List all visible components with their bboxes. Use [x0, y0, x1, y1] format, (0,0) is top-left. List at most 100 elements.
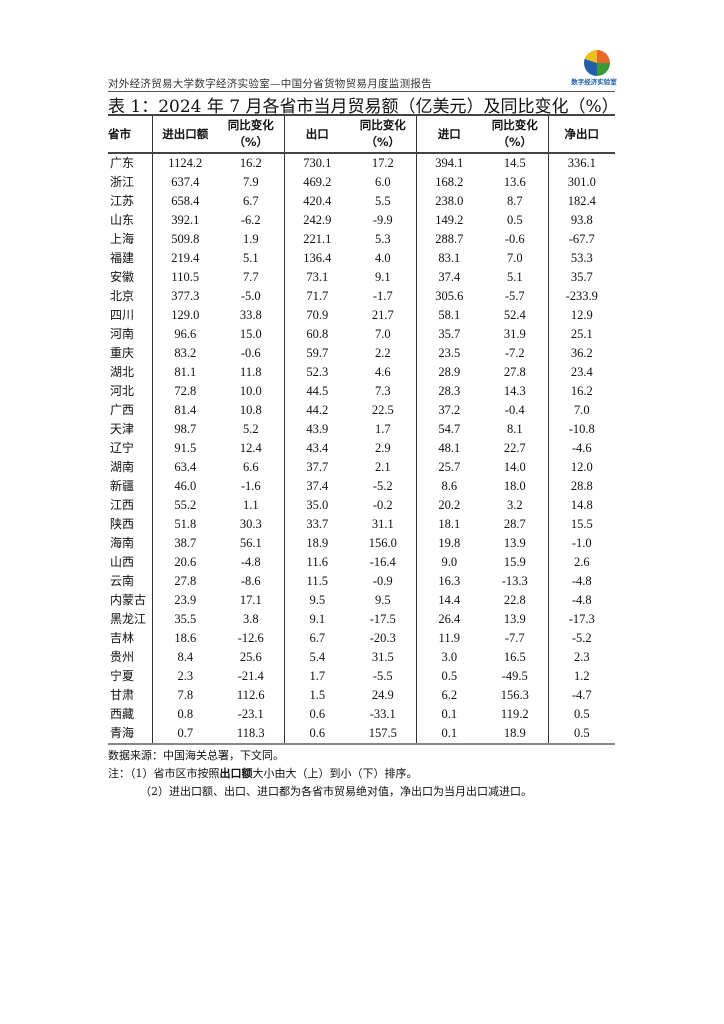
value-cell: 4.6 — [374, 365, 391, 379]
value-cell: 156.0 — [368, 536, 397, 550]
value-cell: -16.4 — [369, 555, 396, 569]
value-cell: 51.8 — [151, 515, 218, 534]
value-cell: 2.6 — [547, 553, 615, 572]
value-cell: 509.8 — [151, 230, 218, 249]
value-cell: 13.6 — [503, 175, 526, 189]
value-cell: 6.7 — [242, 194, 259, 208]
value-cell: 21.7 — [371, 308, 394, 322]
value-cell: -0.2 — [372, 498, 393, 512]
value-cell: 18.0 — [503, 479, 526, 493]
value-cell: 27.8 — [151, 572, 218, 591]
value-cell: 35.5 — [151, 610, 218, 629]
value-cell: 3.0 — [415, 648, 482, 667]
note-1: 注：（1）省市区市按照出口额大小由大（上）到小（下）排序。 — [108, 765, 418, 781]
value-cell: 2.3 — [151, 667, 218, 686]
column-header: 出口 — [283, 115, 350, 153]
value-cell: 469.2 — [283, 173, 350, 192]
value-cell: 5.2 — [242, 422, 259, 436]
table-row: 西藏 0.8 -23.1 0.6 -33.1 0.1 119.2 0.5 — [108, 705, 615, 724]
value-cell: 58.1 — [415, 306, 482, 325]
value-cell: -4.8 — [240, 555, 261, 569]
value-cell: 16.2 — [239, 156, 262, 170]
column-header: 进出口额 — [151, 115, 218, 153]
value-cell: 658.4 — [151, 192, 218, 211]
value-cell: 14.4 — [415, 591, 482, 610]
value-cell: 7.0 — [506, 251, 523, 265]
value-cell: 72.8 — [151, 382, 218, 401]
value-cell: -21.4 — [237, 669, 264, 683]
value-cell: 10.8 — [239, 403, 262, 417]
value-cell: 93.8 — [547, 211, 615, 230]
value-cell: 15.0 — [239, 327, 262, 341]
value-cell: 2.1 — [374, 460, 391, 474]
value-cell: 28.7 — [503, 517, 526, 531]
value-cell: 9.5 — [374, 593, 391, 607]
value-cell: 0.7 — [151, 724, 218, 744]
value-cell: 5.3 — [374, 232, 391, 246]
value-cell: 25.6 — [239, 650, 262, 664]
value-cell: 22.8 — [503, 593, 526, 607]
source-note: 数据来源：中国海关总署，下文同。 — [108, 749, 284, 762]
value-cell: 301.0 — [547, 173, 615, 192]
column-header: 进口 — [415, 115, 482, 153]
value-cell: 81.4 — [151, 401, 218, 420]
province-cell: 上海 — [110, 232, 135, 246]
value-cell: 136.4 — [283, 249, 350, 268]
value-cell: 1.2 — [547, 667, 615, 686]
province-cell: 西藏 — [110, 707, 135, 721]
value-cell: -0.6 — [240, 346, 261, 360]
note-1-suffix: 大小由大（上）到小（下）排序。 — [252, 767, 418, 780]
value-cell: 12.9 — [547, 306, 615, 325]
value-cell: -233.9 — [547, 287, 615, 306]
value-cell: 12.0 — [547, 458, 615, 477]
value-cell: 149.2 — [415, 211, 482, 230]
value-cell: 38.7 — [151, 534, 218, 553]
province-cell: 吉林 — [110, 631, 135, 645]
value-cell: 7.0 — [547, 401, 615, 420]
province-cell: 四川 — [110, 308, 135, 322]
province-cell: 河北 — [110, 384, 135, 398]
value-cell: 19.8 — [415, 534, 482, 553]
lab-logo: 数字经济实验室 — [571, 50, 620, 86]
value-cell: -13.3 — [501, 574, 528, 588]
value-cell: -1.6 — [240, 479, 261, 493]
value-cell: -5.7 — [504, 289, 525, 303]
note-2: （2）进出口额、出口、进口都为各省市贸易绝对值，净出口为当月出口减进口。 — [140, 785, 532, 798]
value-cell: -0.9 — [372, 574, 393, 588]
table-row: 新疆 46.0 -1.6 37.4 -5.2 8.6 18.0 28.8 — [108, 477, 615, 496]
trade-table: 省市 进出口额 同比变化 （%） 出口 同比变化 （%） 进口 同比变化 （%） 净出口 广东 112… — [108, 114, 615, 745]
value-cell: 73.1 — [283, 268, 350, 287]
value-cell: 2.3 — [547, 648, 615, 667]
table-row: 上海 509.8 1.9 221.1 5.3 288.7 -0.6 -67.7 — [108, 230, 615, 249]
value-cell: 5.1 — [506, 270, 523, 284]
value-cell: 91.5 — [151, 439, 218, 458]
value-cell: 48.1 — [415, 439, 482, 458]
value-cell: -20.3 — [369, 631, 396, 645]
province-cell: 安徽 — [110, 270, 135, 284]
column-header: 同比变化 （%） — [359, 118, 406, 149]
value-cell: 33.8 — [239, 308, 262, 322]
value-cell: 17.1 — [239, 593, 262, 607]
value-cell: 96.6 — [151, 325, 218, 344]
value-cell: 23.4 — [547, 363, 615, 382]
value-cell: 56.1 — [239, 536, 262, 550]
province-cell: 江西 — [110, 498, 135, 512]
value-cell: 8.1 — [506, 422, 523, 436]
value-cell: 7.7 — [242, 270, 259, 284]
value-cell: 242.9 — [283, 211, 350, 230]
value-cell: 0.1 — [415, 705, 482, 724]
value-cell: 37.4 — [283, 477, 350, 496]
value-cell: 219.4 — [151, 249, 218, 268]
value-cell: 37.2 — [415, 401, 482, 420]
province-cell: 湖南 — [110, 460, 135, 474]
value-cell: 24.9 — [371, 688, 394, 702]
value-cell: 5.4 — [283, 648, 350, 667]
value-cell: 44.2 — [283, 401, 350, 420]
value-cell: 23.5 — [415, 344, 482, 363]
table-row: 湖北 81.1 11.8 52.3 4.6 28.9 27.8 23.4 — [108, 363, 615, 382]
table-row: 河北 72.8 10.0 44.5 7.3 28.3 14.3 16.2 — [108, 382, 615, 401]
value-cell: 14.8 — [547, 496, 615, 515]
value-cell: -1.7 — [372, 289, 393, 303]
value-cell: 394.1 — [415, 153, 482, 173]
value-cell: 54.7 — [415, 420, 482, 439]
